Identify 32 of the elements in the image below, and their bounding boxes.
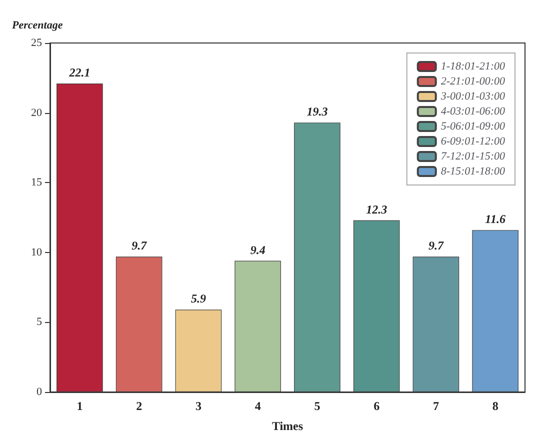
y-tick-label: 15	[31, 176, 42, 189]
legend-label: 8-15:01-18:00	[440, 166, 506, 178]
x-tick-label: 7	[432, 399, 439, 413]
legend-label: 4-03:01-06:00	[440, 106, 506, 118]
legend-label: 1-18:01-21:00	[440, 60, 506, 72]
x-axis-title: Times	[272, 419, 304, 433]
legend-label: 3-00:01-03:00	[440, 90, 506, 102]
data-label: 19.3	[306, 104, 328, 119]
x-tick-label: 3	[195, 399, 202, 413]
x-tick-label: 8	[492, 399, 498, 413]
data-label: 12.3	[366, 202, 388, 216]
data-label: 9.7	[428, 238, 444, 253]
x-tick-label: 2	[136, 399, 142, 413]
x-tick-label: 5	[314, 399, 320, 413]
legend-label: 7-12:01-15:00	[440, 150, 506, 162]
y-axis-title: Percentage	[12, 20, 63, 32]
legend-label: 5-06:01-09:00	[440, 120, 506, 132]
y-tick-label: 5	[36, 316, 42, 328]
x-tick-label: 1	[76, 399, 83, 413]
y-tick-label: 25	[31, 37, 42, 49]
data-label: 9.4	[250, 242, 266, 257]
data-label: 9.7	[132, 238, 148, 253]
data-label: 11.6	[485, 212, 506, 226]
y-tick-label: 20	[31, 106, 42, 119]
x-tick-label: 6	[374, 399, 380, 413]
data-label: 22.1	[68, 65, 90, 80]
data-label: 5.9	[190, 292, 206, 306]
legend-label: 2-21:01-00:00	[440, 76, 506, 88]
y-tick-label: 0	[36, 386, 42, 398]
y-tick-label: 10	[31, 246, 42, 258]
x-tick-label: 4	[254, 399, 261, 413]
legend-label: 6-09:01-12:00	[440, 136, 506, 148]
